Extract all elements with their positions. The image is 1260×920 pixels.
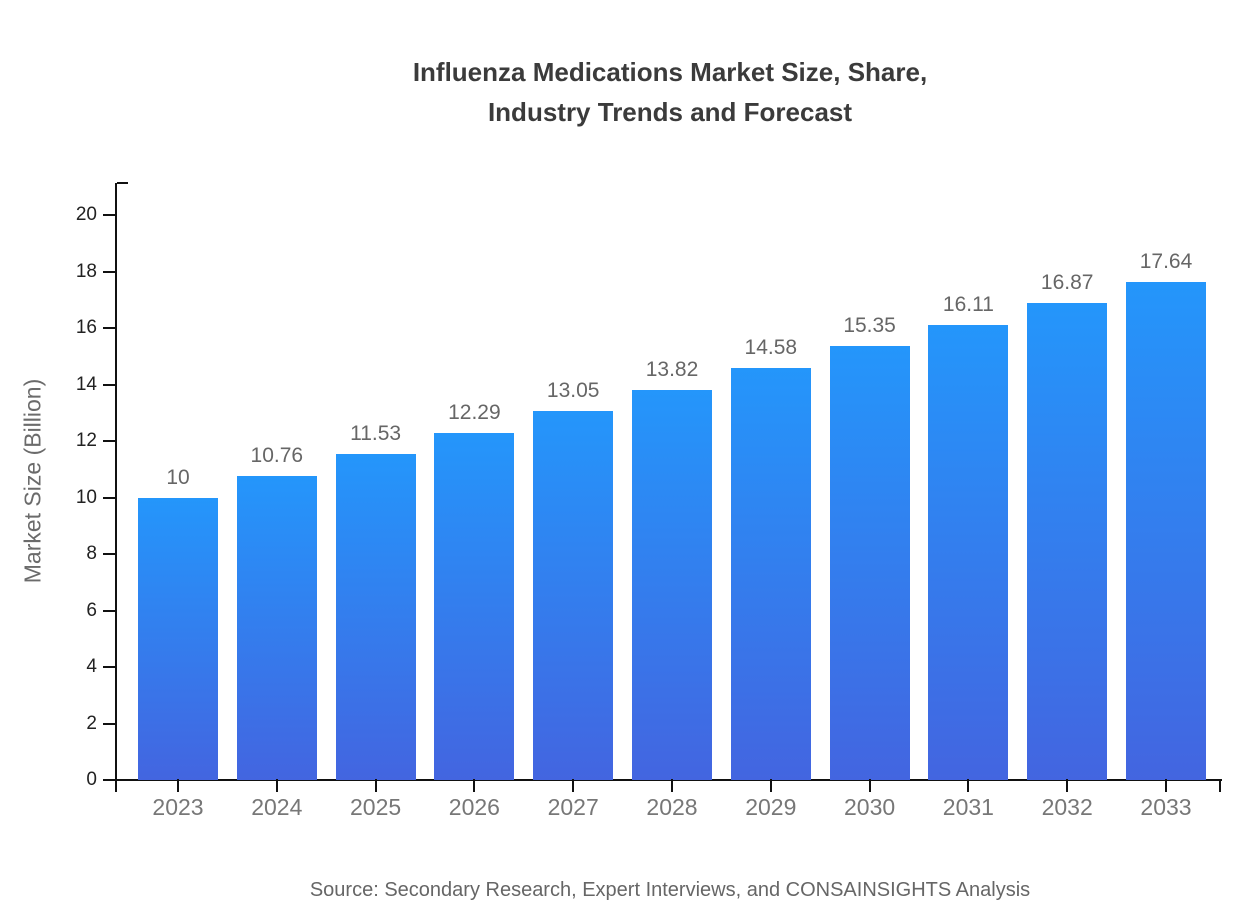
x-axis-tick [572,779,575,792]
bar-value-label: 10.76 [250,444,304,468]
x-axis-line [115,779,1222,781]
bar [236,476,317,780]
y-axis-tick-label: 2 [86,712,97,734]
x-axis-tick-label: 2029 [745,794,797,820]
x-axis-tick-label: 2027 [547,794,599,820]
bar-value-label: 16.11 [942,292,994,316]
bar [730,368,811,780]
y-axis-tick-label: 14 [75,373,97,395]
x-axis-tick [868,779,871,792]
y-axis-tick [103,779,115,781]
y-axis-tick [103,666,115,668]
bar [533,411,614,780]
y-axis-tick-label: 8 [86,543,97,564]
x-axis-tick-label: 2023 [152,794,204,820]
chart-title: Influenza Medications Market Size, Share… [118,52,1222,132]
bar [1126,281,1206,780]
x-axis-tick-label: 2026 [448,794,500,820]
x-axis-tick [177,779,179,792]
y-axis-tick-label: 18 [75,260,97,282]
x-axis-tick-label: 2032 [1041,794,1093,820]
y-axis-line [115,183,117,792]
bar [1027,303,1108,780]
bar-value-label: 11.53 [350,422,402,446]
y-axis-tick [103,383,115,386]
bar-value-label: 15.35 [843,314,896,338]
y-axis-tick [103,214,115,216]
y-axis-tick [103,327,115,329]
y-axis-tick-label: 16 [75,317,97,338]
x-axis-tick [671,779,673,792]
bar [928,324,1009,780]
bar-value-label: 17.64 [1139,249,1193,273]
x-axis-tick [769,779,772,792]
x-axis-tick [275,779,278,792]
x-axis-tick-label: 2024 [251,794,303,820]
bar-value-label: 10 [166,465,190,489]
bar [138,497,218,780]
bar-value-label: 13.05 [546,379,600,403]
y-axis-tick-label: 4 [86,656,97,677]
x-axis-tick-label: 2030 [844,794,896,820]
bar [434,432,515,780]
y-axis-tick [103,553,115,555]
x-axis-tick-label: 2031 [942,794,994,820]
y-axis-tick [103,440,115,442]
x-axis-tick [1066,779,1069,792]
y-axis-top-cap-tick [117,182,128,184]
y-axis-tick [103,609,115,612]
x-axis-tick-label: 2028 [646,794,698,820]
bar-value-label: 13.82 [645,357,699,381]
y-axis-tick-label: 20 [75,204,97,225]
bar-value-label: 14.58 [744,336,798,360]
y-axis-tick-label: 10 [75,486,97,508]
x-axis-end-tick [1219,779,1221,792]
x-axis-tick-label: 2025 [350,794,402,820]
x-axis-tick [374,779,377,792]
x-axis-tick [1165,779,1167,792]
y-axis-tick [103,496,115,499]
x-axis-tick [473,779,476,792]
x-axis-tick [967,779,970,792]
y-axis-tick-label: 6 [86,599,97,621]
bar [335,454,416,780]
bar-value-label: 12.29 [448,400,501,424]
y-axis-tick [103,270,115,273]
source-caption: Source: Secondary Research, Expert Inter… [309,879,1031,901]
chart-title-line2: Industry Trends and Forecast [487,97,853,127]
y-axis-tick-label: 12 [75,430,97,451]
y-axis-tick-label: 0 [86,769,97,790]
chart-title-line1: Influenza Medications Market Size, Share… [412,57,928,87]
y-axis-tick [103,722,115,725]
bar-value-label: 16.87 [1040,271,1094,295]
bar [829,346,910,780]
bar [632,389,712,780]
x-axis-tick-label: 2033 [1140,794,1192,820]
